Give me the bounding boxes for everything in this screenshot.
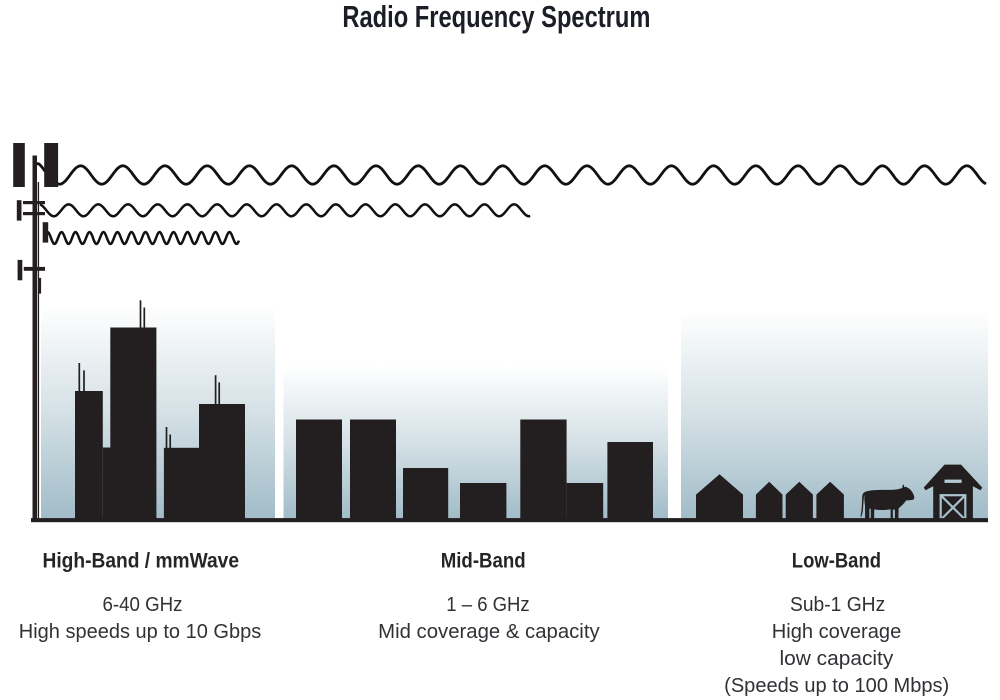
svg-text:(Speeds up to 100 Mbps): (Speeds up to 100 Mbps): [724, 675, 949, 697]
svg-text:High speeds up to 10 Gbps: High speeds up to 10 Gbps: [19, 621, 262, 643]
svg-text:Mid coverage & capacity: Mid coverage & capacity: [378, 621, 600, 643]
svg-text:Mid-Band: Mid-Band: [441, 549, 526, 573]
svg-text:1 – 6 GHz: 1 – 6 GHz: [446, 594, 529, 616]
svg-text:Low-Band: Low-Band: [792, 549, 881, 573]
svg-text:6-40 GHz: 6-40 GHz: [103, 594, 183, 616]
svg-text:Radio Frequency Spectrum: Radio Frequency Spectrum: [342, 0, 650, 34]
svg-text:Sub-1 GHz: Sub-1 GHz: [790, 594, 885, 616]
svg-text:High coverage: High coverage: [772, 621, 902, 643]
svg-text:High-Band / mmWave: High-Band / mmWave: [43, 550, 240, 573]
svg-text:low capacity: low capacity: [780, 648, 894, 670]
